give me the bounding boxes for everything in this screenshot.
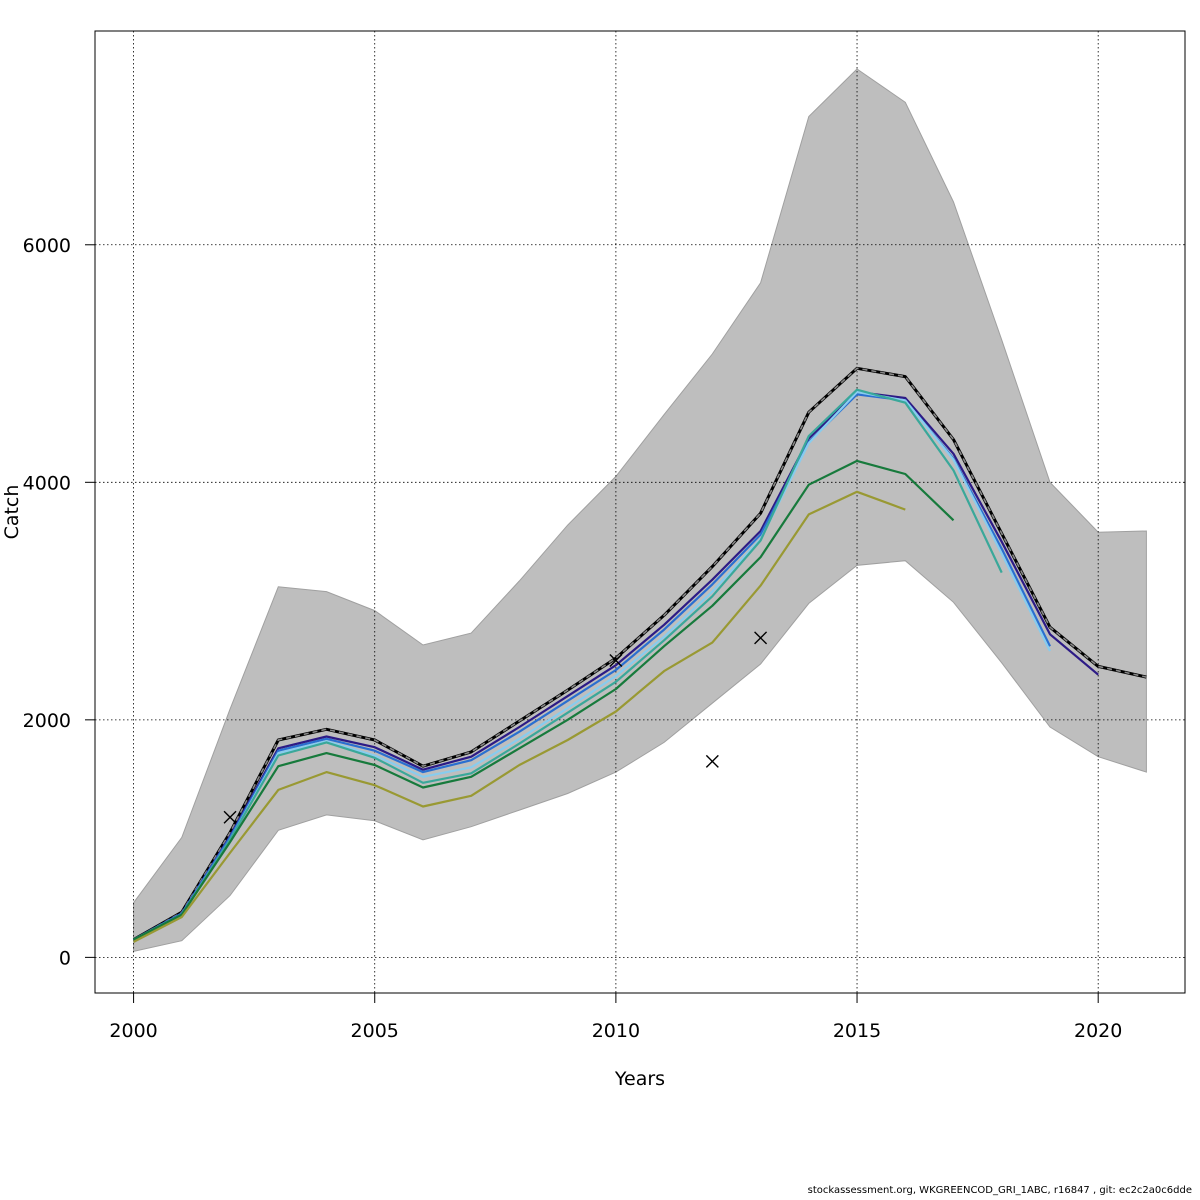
observation-stroke-b	[754, 631, 768, 645]
y-tick-label-0: 0	[59, 947, 71, 969]
grid-layer	[95, 31, 1185, 993]
observation-marker-2010	[609, 653, 623, 667]
confidence-band-layer	[133, 68, 1147, 953]
plot-frame	[94, 30, 1186, 994]
y-tick-label-2000: 2000	[23, 710, 71, 732]
series-line-3	[133, 390, 1051, 941]
observation-marker-2012	[705, 754, 719, 768]
footer-credit: stockassessment.org, WKGREENCOD_GRI_1ABC…	[807, 1185, 1192, 1196]
series-line-4	[133, 388, 1003, 941]
x-tick-label-2020: 2020	[1074, 1020, 1122, 1042]
x-axis-title: Years	[614, 1068, 665, 1090]
y-axis-title: Catch	[1, 485, 23, 540]
confidence-band	[133, 68, 1147, 953]
x-tick-label-2000: 2000	[109, 1020, 157, 1042]
series-line-6	[133, 490, 906, 943]
observations-layer	[223, 631, 768, 824]
y-tick-label-4000: 4000	[23, 472, 71, 494]
series-line-1	[133, 390, 1099, 941]
series-line-5	[133, 459, 955, 941]
x-tick-label-2015: 2015	[833, 1020, 881, 1042]
series-line-0	[133, 367, 1147, 941]
series-layer	[132, 366, 1147, 943]
observation-stroke-b	[223, 810, 237, 824]
axis-layer: 2000 2005 2010 2015 2020 0 2000 4000 6000	[23, 235, 1123, 1042]
observation-marker-2013	[754, 631, 768, 645]
x-tick-label-2010: 2010	[592, 1020, 640, 1042]
observation-stroke-b	[609, 653, 623, 667]
observation-marker-2002	[223, 810, 237, 824]
x-tick-label-2005: 2005	[351, 1020, 399, 1042]
observation-stroke-b	[705, 754, 719, 768]
y-tick-label-6000: 6000	[23, 235, 71, 257]
